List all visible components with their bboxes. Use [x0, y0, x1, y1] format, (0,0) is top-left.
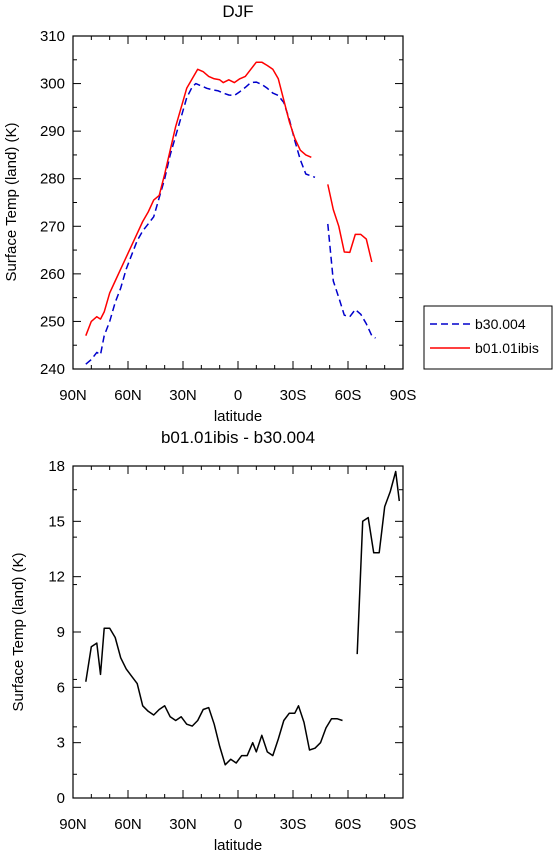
y-tick-label: 300: [40, 76, 65, 93]
chart-title: DJF: [222, 2, 253, 21]
series-line-b30-004: [327, 223, 376, 339]
x-tick-label: 90S: [390, 387, 417, 404]
x-tick-label: 60N: [114, 816, 142, 833]
x-tick-label: 60S: [335, 387, 362, 404]
legend-label-b30-004: b30.004: [475, 316, 526, 332]
legend: b30.004 b01.01ibis: [423, 305, 553, 370]
y-tick-label: 260: [40, 266, 65, 283]
x-tick-label: 30N: [169, 816, 197, 833]
x-tick-label: 0: [234, 387, 242, 404]
series-line-b01-01ibis: [327, 184, 373, 263]
x-tick-label: 30N: [169, 387, 197, 404]
x-tick-label: 90N: [59, 816, 87, 833]
series-line-b01-01ibis: [85, 61, 312, 336]
y-tick-label: 12: [48, 569, 65, 586]
legend-box: [423, 305, 553, 370]
y-axis-label: Surface Temp (land) (K): [3, 123, 20, 282]
y-tick-label: 280: [40, 171, 65, 188]
y-tick-label: 310: [40, 28, 65, 45]
series-line-b30-004: [85, 81, 316, 365]
chart-top: DJF Surface Temp (land) (K) latitude 90N…: [3, 2, 416, 425]
y-tick-label: 0: [57, 790, 65, 807]
tick-group: 90N 60N 30N 0 30S 60S 90S 310 300 290 280 270 260 250…: [40, 28, 416, 404]
y-tick-label: 6: [57, 679, 65, 696]
chart-title: b01.01ibis - b30.004: [161, 428, 315, 447]
x-tick-label: 90S: [390, 816, 417, 833]
series-group: [85, 61, 376, 365]
y-tick-label: 15: [48, 513, 65, 530]
plot-frame: [72, 35, 404, 370]
y-tick-label: 3: [57, 735, 65, 752]
y-tick-label: 18: [48, 458, 65, 475]
x-axis-label: latitude: [214, 408, 262, 425]
x-tick-label: 60S: [335, 816, 362, 833]
x-tick-label: 30S: [280, 387, 307, 404]
y-tick-label: 250: [40, 313, 65, 330]
x-tick-label: 0: [234, 816, 242, 833]
series-line-difference: [85, 627, 343, 766]
chart-bottom: b01.01ibis - b30.004 Surface Temp (land)…: [10, 428, 416, 852]
legend-label-b01-01ibis: b01.01ibis: [475, 340, 539, 356]
y-axis-label: Surface Temp (land) (K): [10, 553, 27, 712]
series-group: [85, 470, 401, 766]
x-tick-label: 90N: [59, 387, 87, 404]
y-tick-label: 270: [40, 218, 65, 235]
y-tick-label: 9: [57, 624, 65, 641]
x-tick-label: 30S: [280, 816, 307, 833]
plot-frame: [72, 465, 404, 799]
y-tick-label: 240: [40, 361, 65, 378]
series-line-difference: [356, 470, 401, 655]
y-tick-label: 290: [40, 123, 65, 140]
x-tick-label: 60N: [114, 387, 142, 404]
x-axis-label: latitude: [214, 837, 262, 852]
